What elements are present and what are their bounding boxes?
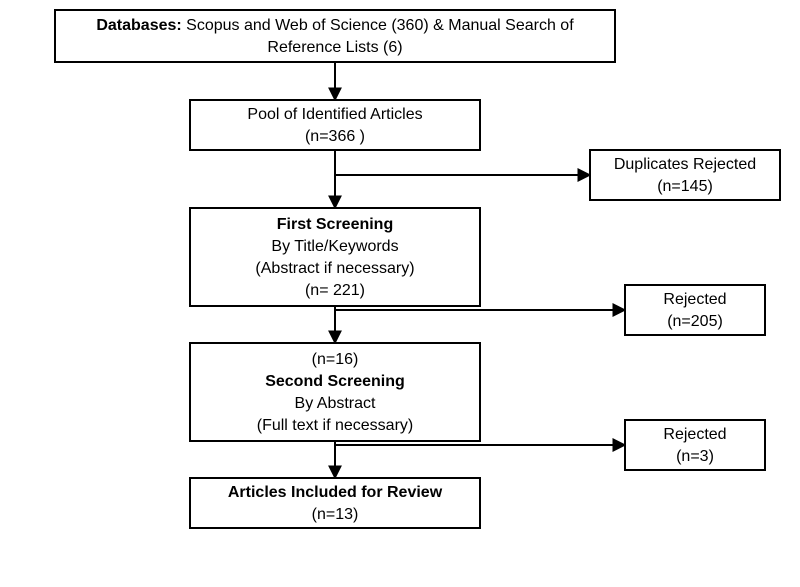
node-first-screen: First Screening By Title/Keywords (Abstrac… (190, 208, 480, 306)
node-text: Duplicates Rejected (614, 156, 756, 173)
node-text: (n=145) (657, 178, 713, 195)
node-text: (n=13) (312, 506, 359, 523)
node-text: Articles Included for Review (228, 484, 443, 501)
node-rejected-205: Rejected (n=205) (625, 285, 765, 335)
node-rejected-3: Rejected (n=3) (625, 420, 765, 470)
node-text: First Screening (277, 216, 393, 233)
node-databases: Databases: Scopus and Web of Science (36… (55, 10, 615, 62)
node-text: By Title/Keywords (271, 238, 398, 255)
node-included: Articles Included for Review (n=13) (190, 478, 480, 528)
node-text: Rejected (663, 291, 726, 308)
node-pool: Pool of Identified Articles (n=366 ) (190, 100, 480, 150)
node-second-screen: (n=16) Second Screening By Abstract (Full t… (190, 343, 480, 441)
node-text: (n= 221) (305, 282, 365, 299)
node-text: (n=366 ) (305, 128, 365, 145)
node-text: Rejected (663, 426, 726, 443)
node-text: (n=3) (676, 448, 714, 465)
node-text: Reference Lists (6) (267, 39, 402, 56)
node-text: Databases: Scopus and Web of Science (36… (96, 17, 574, 34)
node-dup-rejected: Duplicates Rejected (n=145) (590, 150, 780, 200)
node-text: Pool of Identified Articles (247, 106, 422, 123)
node-text: By Abstract (295, 395, 376, 412)
node-text: (n=16) (312, 351, 359, 368)
node-text: (n=205) (667, 313, 723, 330)
node-text: Second Screening (265, 373, 405, 390)
node-text: (Abstract if necessary) (255, 260, 414, 277)
node-text: (Full text if necessary) (257, 417, 413, 434)
